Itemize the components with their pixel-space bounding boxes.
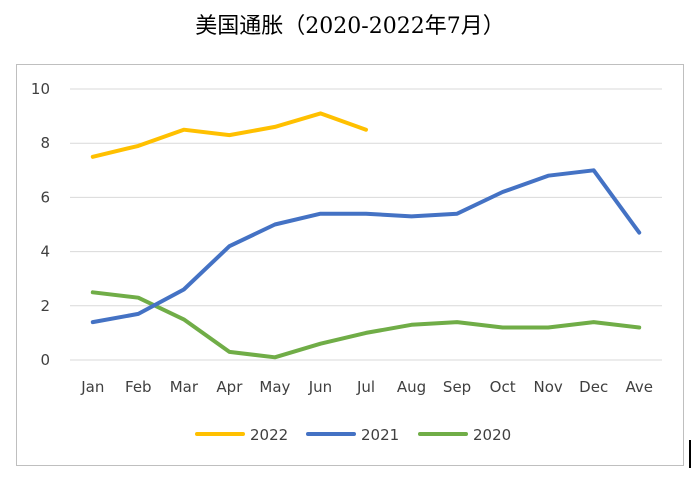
legend: 2022 2021 2020 xyxy=(195,426,511,444)
y-tick-label: 8 xyxy=(40,134,50,152)
x-tick-label: Feb xyxy=(125,378,152,396)
edge-mark xyxy=(689,440,691,468)
legend-label: 2022 xyxy=(250,426,288,444)
x-tick-label: Ave xyxy=(625,378,653,396)
x-tick-label: Jul xyxy=(356,378,375,396)
series-line-2021 xyxy=(90,168,642,325)
series-lines xyxy=(90,111,642,360)
chart-title: 美国通胀（2020-2022年7月） xyxy=(195,14,505,39)
x-tick-label: Mar xyxy=(170,378,199,396)
x-tick-label: Apr xyxy=(216,378,243,396)
x-tick-label: Jun xyxy=(308,378,332,396)
legend-label: 2021 xyxy=(361,426,399,444)
y-tick-label: 6 xyxy=(40,188,50,206)
x-tick-label: May xyxy=(259,378,290,396)
series-line-2020 xyxy=(90,290,642,360)
grid-lines xyxy=(70,88,662,361)
y-tick-label: 4 xyxy=(40,243,50,261)
x-tick-label: Sep xyxy=(443,378,471,396)
y-axis-ticks: 0 2 4 6 8 10 xyxy=(31,80,50,369)
x-tick-label: Aug xyxy=(397,378,426,396)
chart-frame xyxy=(16,64,684,466)
x-tick-label: Dec xyxy=(579,378,608,396)
series-line-2022 xyxy=(90,111,368,159)
x-tick-label: Oct xyxy=(490,378,516,396)
y-tick-label: 2 xyxy=(40,297,50,315)
legend-label: 2020 xyxy=(473,426,511,444)
y-tick-label: 0 xyxy=(40,351,50,369)
x-axis-ticks: Jan Feb Mar Apr May Jun Jul Aug Sep Oct Nov Dec Ave xyxy=(80,378,653,396)
x-tick-label: Jan xyxy=(80,378,104,396)
y-tick-label: 10 xyxy=(31,80,50,98)
x-tick-label: Nov xyxy=(534,378,563,396)
